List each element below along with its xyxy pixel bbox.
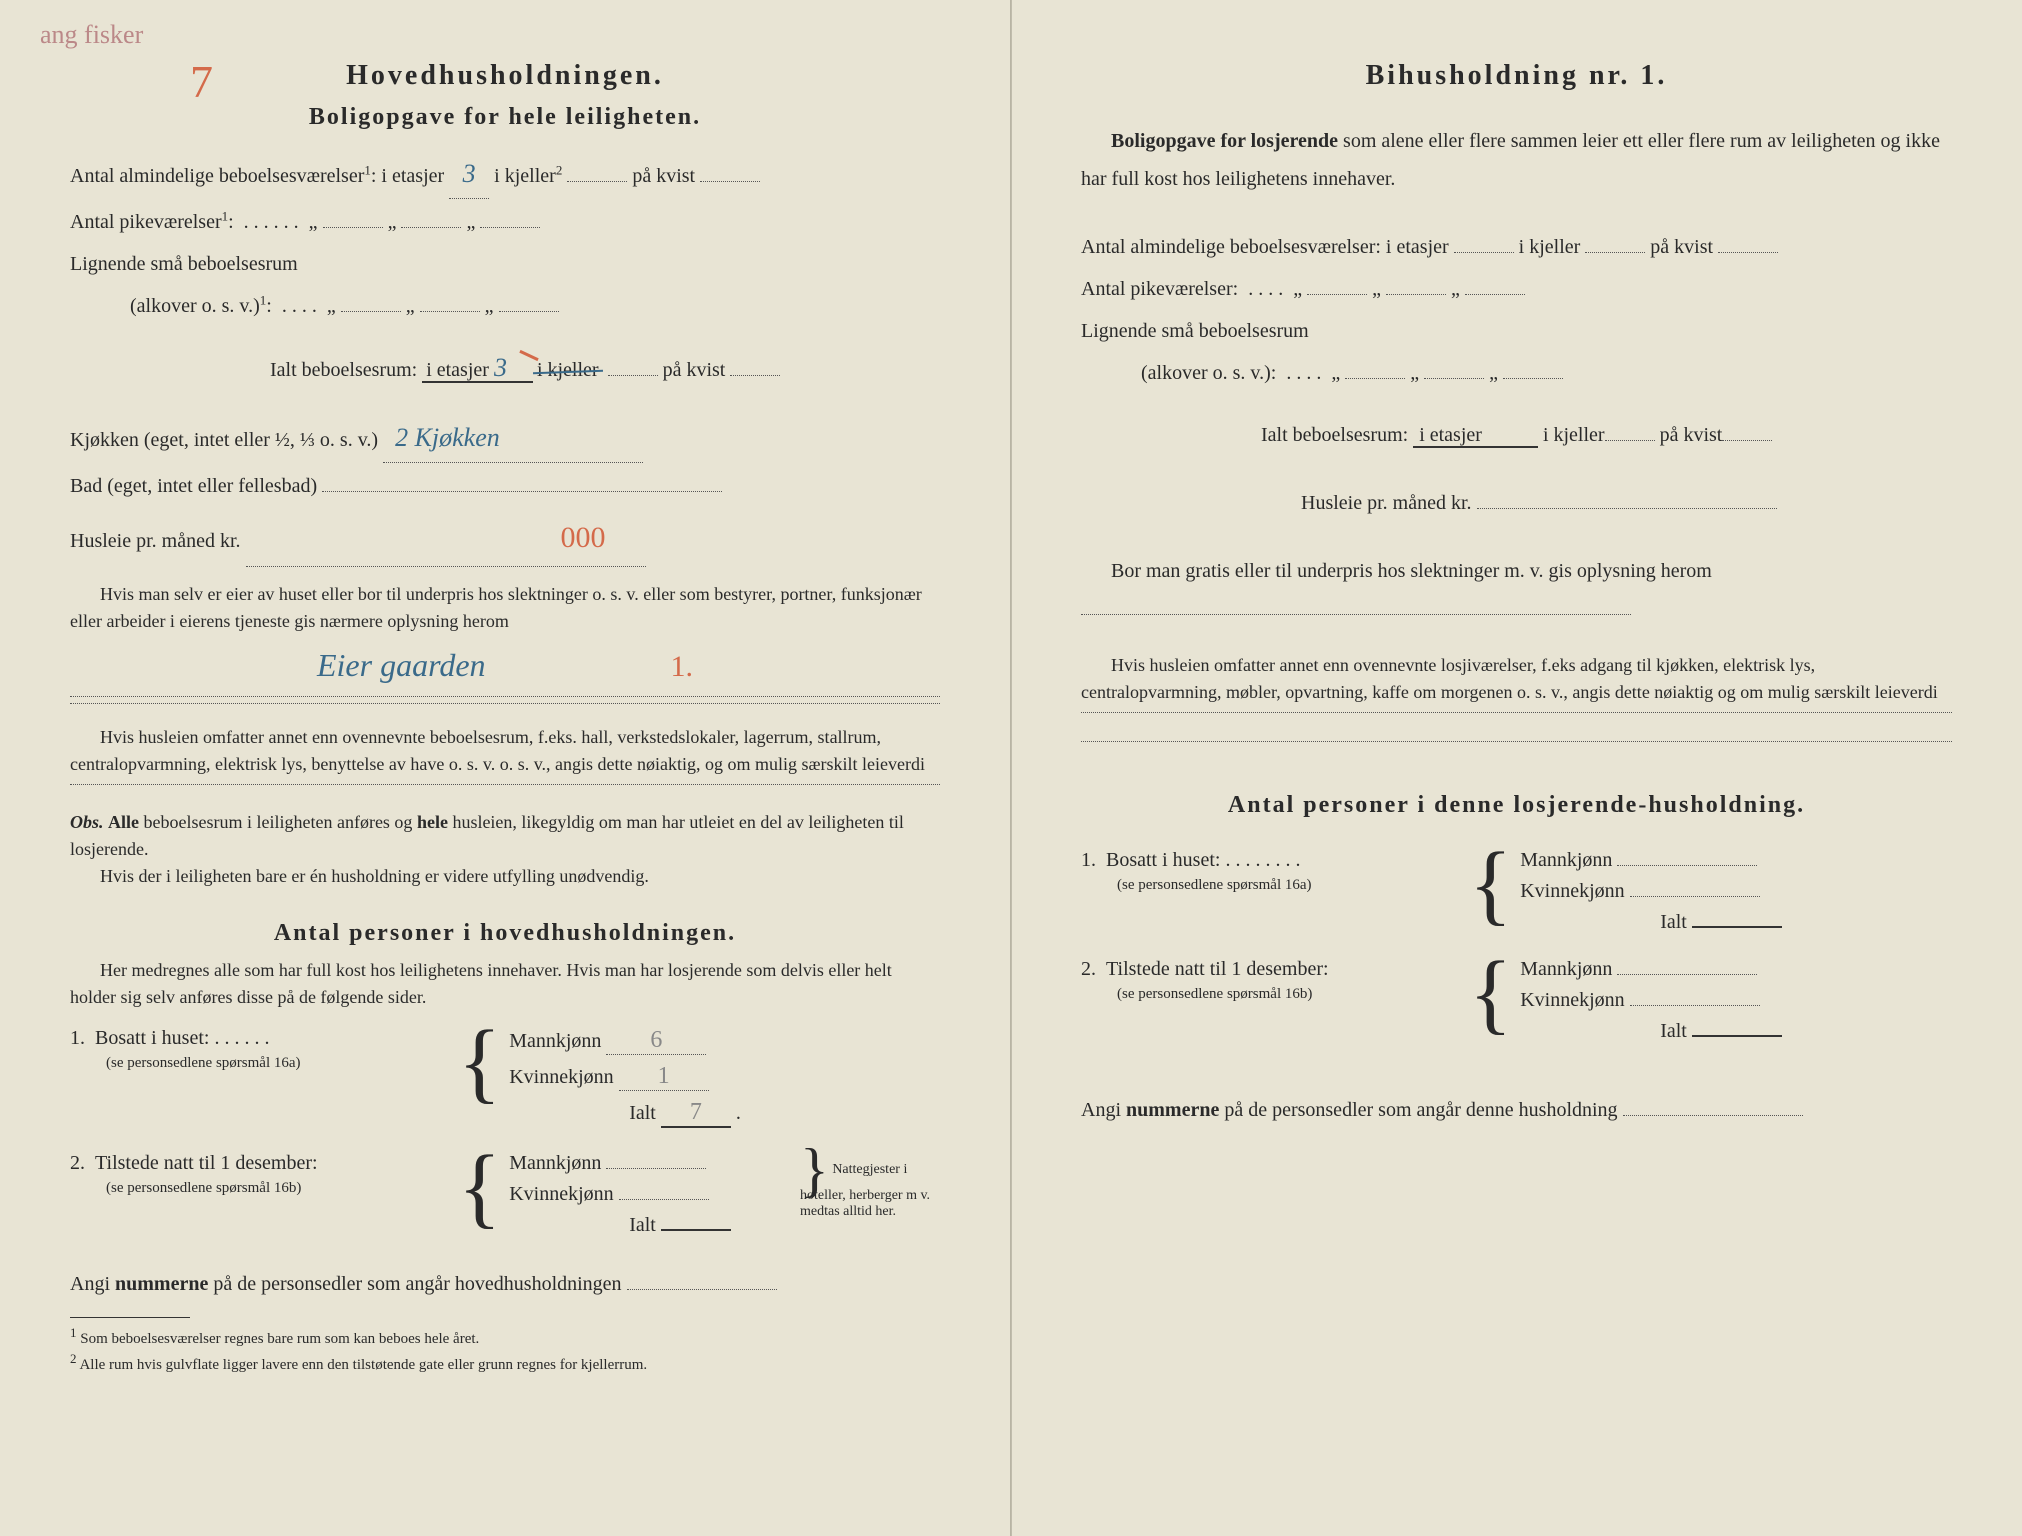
val-q1-ialt: 7 xyxy=(661,1099,731,1128)
fn2: 2 Alle rum hvis gulvflate ligger lavere … xyxy=(70,1350,940,1376)
right-page: Bihusholdning nr. 1. Boligopgave for los… xyxy=(1011,0,2022,1536)
line-bad: Bad (eget, intet eller fellesbad) xyxy=(70,467,940,505)
r-section2-title: Antal personer i denne losjerende-hushol… xyxy=(1081,792,1952,819)
right-title: Bihusholdning nr. 1. xyxy=(1081,60,1952,92)
dotted-rule-2 xyxy=(70,784,940,785)
r-line-ialt: Ialt beboelsesrum: i etasjer i kjeller p… xyxy=(1081,416,1952,454)
footnote-rule xyxy=(70,1317,190,1318)
handwritten-top-note: ang fisker xyxy=(40,20,143,50)
line-ialt: Ialt beboelsesrum: i etasjer 3 i kjeller… xyxy=(70,343,940,392)
line-alkover1: Lignende små beboelsesrum xyxy=(70,245,940,283)
r-line-bebo: Antal almindelige beboelsesværelser: i e… xyxy=(1081,228,1952,266)
val-owner-red: 1. xyxy=(671,650,694,683)
section2-title: Antal personer i hovedhusholdningen. xyxy=(70,920,940,947)
fn1: 1 Som beboelsesværelser regnes bare rum … xyxy=(70,1324,940,1350)
handwritten-red-7: 7 xyxy=(190,55,213,108)
r-angi-line: Angi nummerne på de personsedler som ang… xyxy=(1081,1091,1952,1129)
q2-row: 2. Tilstede natt til 1 desember: (se per… xyxy=(70,1152,940,1245)
val-q1-kvinne: 1 xyxy=(619,1063,709,1091)
val-kjeller xyxy=(567,181,627,182)
r-q2-row: 2. Tilstede natt til 1 desember: (se per… xyxy=(1081,958,1952,1051)
extra-text: Hvis husleien omfatter annet enn ovennev… xyxy=(70,724,940,778)
r-line-pike: Antal pikeværelser: . . . . „ „ „ xyxy=(1081,270,1952,308)
r-gratis: Bor man gratis eller til underpris hos s… xyxy=(1081,552,1952,628)
r-line-alkover1: Lignende små beboelsesrum xyxy=(1081,312,1952,350)
section2-sub: Her medregnes alle som har full kost hos… xyxy=(70,957,940,1011)
val-owner: Eier gaarden xyxy=(317,647,486,683)
obs-block: Obs. Alle beboelsesrum i leiligheten anf… xyxy=(70,809,940,863)
r-extra: Hvis husleien omfatter annet enn ovennev… xyxy=(1081,652,1952,706)
val-etasjer: 3 xyxy=(449,149,489,199)
r-line-alkover2: (alkover o. s. v.): . . . . „ „ „ xyxy=(1081,354,1952,392)
r-dotted-1 xyxy=(1081,712,1952,713)
line-alkover2: (alkover o. s. v.)1: . . . . „ „ „ xyxy=(70,287,940,325)
left-page: ang fisker 7 Hovedhusholdningen. Boligop… xyxy=(0,0,1011,1536)
q1-row: 1. Bosatt i huset: . . . . . . (se perso… xyxy=(70,1027,940,1136)
obs-text2: Hvis der i leiligheten bare er én hushol… xyxy=(70,863,940,890)
line-bebo: Antal almindelige beboelsesværelser1: i … xyxy=(70,149,940,199)
owner-text: Hvis man selv er eier av huset eller bor… xyxy=(70,581,940,635)
owner-fill: Eier gaarden 1. xyxy=(70,635,940,697)
line-kjokken: Kjøkken (eget, intet eller ½, ⅓ o. s. v.… xyxy=(70,413,940,463)
val-kjokken: 2 Kjøkken xyxy=(383,413,643,463)
left-subtitle: Boligopgave for hele leiligheten. xyxy=(70,104,940,131)
r-line-husleie: Husleie pr. måned kr. xyxy=(1081,484,1952,522)
line-husleie: Husleie pr. måned kr. 000 xyxy=(70,509,940,567)
r-q1-row: 1. Bosatt i huset: . . . . . . . . (se p… xyxy=(1081,849,1952,942)
r-dotted-2 xyxy=(1081,741,1952,742)
dotted-rule xyxy=(70,703,940,704)
angi-line: Angi nummerne på de personsedler som ang… xyxy=(70,1265,940,1303)
line-pike: Antal pikeværelser1: . . . . . . „ „ „ xyxy=(70,203,940,241)
right-intro: Boligopgave for losjerende som alene ell… xyxy=(1081,122,1952,198)
val-q1-mann: 6 xyxy=(606,1027,706,1055)
val-kvist xyxy=(700,181,760,182)
val-husleie: 000 xyxy=(561,521,606,554)
